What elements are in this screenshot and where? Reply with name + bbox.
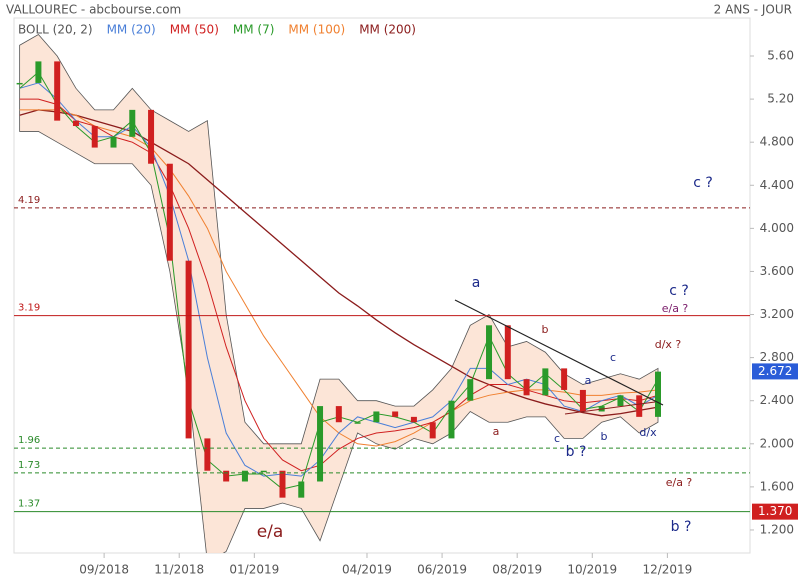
candle	[185, 260, 192, 439]
candle	[204, 438, 211, 471]
candle	[486, 325, 493, 380]
wave-annotation: c ?	[693, 175, 713, 191]
candle	[72, 120, 79, 127]
candle	[636, 395, 643, 417]
wave-annotation: b	[542, 323, 549, 336]
candle	[279, 470, 286, 498]
candle	[260, 470, 267, 473]
trend-line	[564, 401, 656, 415]
candle	[523, 379, 530, 396]
candle	[579, 389, 586, 412]
x-tick-label: 11/2018	[154, 563, 204, 577]
candle	[317, 406, 324, 482]
level-label: 1.73	[18, 460, 40, 471]
legend-entry: BOLL (20, 2)	[18, 23, 93, 37]
x-tick-label: 04/2019	[342, 563, 392, 577]
wave-annotation: b ?	[671, 519, 692, 535]
y-tick-label: 2.000	[760, 436, 794, 450]
candle	[298, 481, 305, 498]
price-marker-label: 1.370	[758, 504, 792, 518]
x-tick-label: 12/2019	[642, 563, 692, 577]
wave-annotation: e/a ?	[666, 476, 693, 489]
candle	[335, 406, 342, 423]
candle	[542, 368, 549, 396]
candle	[223, 470, 230, 482]
x-tick-label: 09/2018	[79, 563, 129, 577]
candle	[467, 379, 474, 401]
candle	[561, 368, 568, 390]
wave-annotation: e/a	[257, 522, 284, 542]
legend-entry: MM (200)	[359, 23, 416, 37]
y-tick-label: 4.400	[760, 178, 794, 192]
trend-line	[454, 299, 664, 406]
x-tick-label: 01/2019	[229, 563, 279, 577]
candle	[504, 325, 511, 380]
chart-title: VALLOUREC - abcbourse.com	[6, 3, 181, 17]
price-marker	[752, 363, 798, 380]
legend-entry: MM (50)	[170, 23, 219, 37]
wave-annotation: c	[554, 432, 560, 445]
y-tick-label: 5.20	[767, 92, 794, 106]
candle	[166, 163, 173, 261]
legend-entry: MM (100)	[288, 23, 345, 37]
bollinger-band	[19, 33, 659, 553]
candle	[392, 411, 399, 417]
y-tick-label: 2.400	[760, 393, 794, 407]
level-label: 1.37	[18, 499, 40, 510]
x-tick-label: 10/2019	[567, 563, 617, 577]
candle	[448, 400, 455, 439]
price-marker-label: 2.672	[758, 364, 792, 378]
candle	[373, 411, 380, 423]
candle	[129, 109, 136, 137]
y-tick-label: 5.60	[767, 49, 794, 63]
moving-average	[19, 98, 659, 472]
candle	[429, 422, 436, 439]
y-tick-label: 4.000	[760, 221, 794, 235]
y-tick-label: 1.200	[760, 522, 794, 536]
candle	[91, 126, 98, 148]
x-tick-label: 06/2019	[417, 563, 467, 577]
candle	[110, 136, 117, 148]
candle	[617, 395, 624, 407]
y-tick-label: 3.600	[760, 264, 794, 278]
wave-annotation: c ?	[669, 283, 689, 299]
y-tick-label: 1.600	[760, 479, 794, 493]
legend-entry: MM (20)	[107, 23, 156, 37]
x-tick-label: 08/2019	[492, 563, 542, 577]
level-label: 1.96	[18, 435, 40, 446]
candle	[148, 109, 155, 164]
candle	[35, 61, 42, 83]
candle	[655, 371, 661, 417]
chart-subtitle: 2 ANS - JOUR	[714, 3, 792, 17]
y-tick-label: 4.800	[760, 135, 794, 149]
wave-annotation: a	[493, 425, 500, 438]
level-label: 4.19	[18, 195, 40, 206]
candle	[410, 416, 417, 423]
candle	[16, 82, 23, 85]
candle	[54, 61, 61, 121]
legend-entry: MM (7)	[233, 23, 275, 37]
plot	[16, 33, 661, 553]
wave-annotation: e/a ?	[662, 302, 689, 315]
plot-frame	[13, 17, 751, 554]
candle	[354, 422, 361, 424]
wave-annotation: a	[585, 374, 592, 387]
candle	[241, 470, 248, 482]
wave-annotation: d/x ?	[655, 338, 682, 351]
price-marker	[752, 503, 798, 520]
y-tick-label: 2.800	[760, 350, 794, 364]
level-label: 3.19	[18, 303, 40, 314]
y-tick-label: 3.200	[760, 307, 794, 321]
wave-annotation: b ?	[566, 444, 587, 460]
moving-average	[19, 82, 659, 477]
wave-annotation: b	[601, 430, 608, 443]
wave-annotation: d/x	[639, 426, 657, 439]
wave-annotation: c	[610, 351, 616, 364]
wave-annotation: a	[472, 275, 481, 291]
